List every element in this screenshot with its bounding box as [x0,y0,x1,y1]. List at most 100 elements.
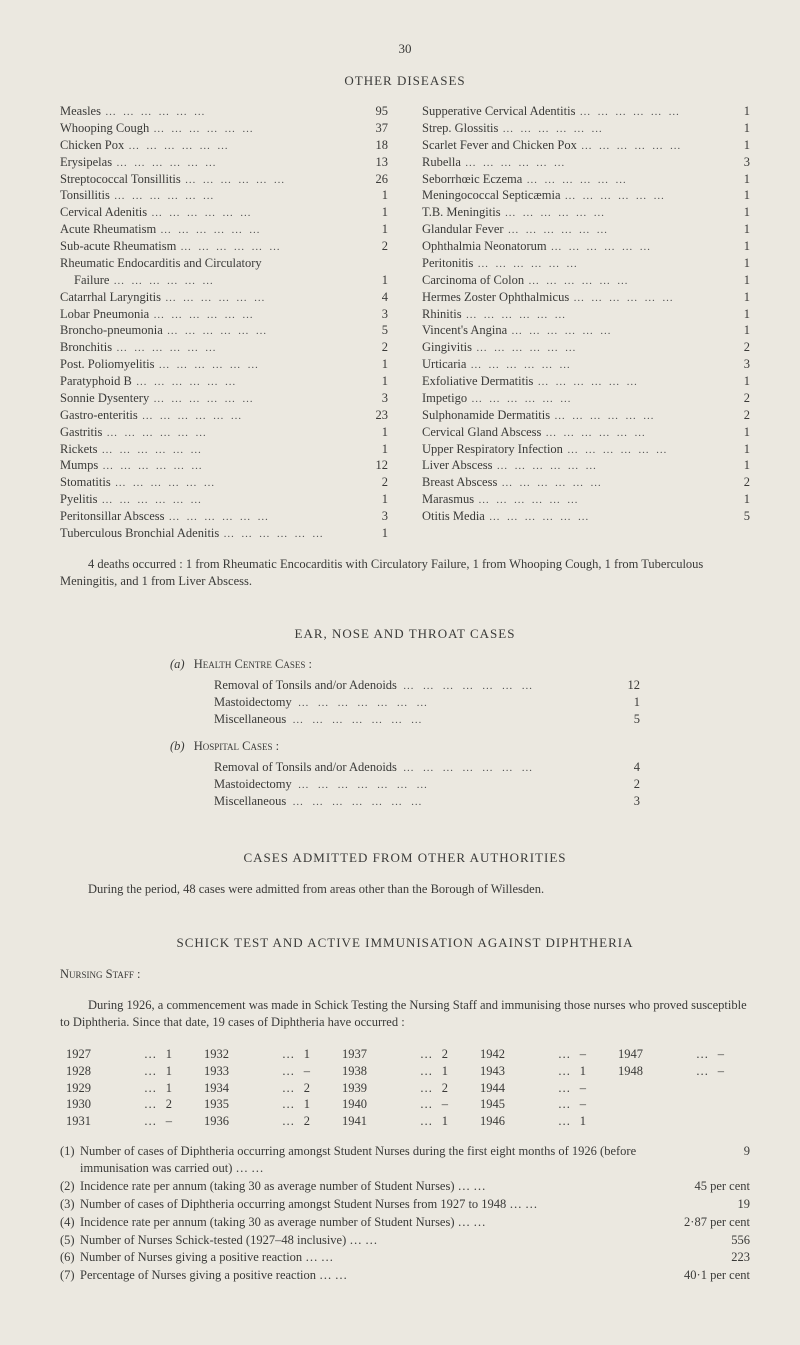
table-row: Bronchitis… … … … … …2 [60,339,388,356]
row-value: 1 [368,373,388,390]
table-row: Urticaria… … … … … …3 [422,356,750,373]
year-cell: 1943 [474,1063,527,1080]
list-text: Number of Nurses giving a positive react… [80,1249,660,1266]
leader-dots: … … … … … … [98,443,369,458]
year-cell: 1947 [612,1046,665,1063]
row-value: 2 [730,474,750,491]
year-cell: 1928 [60,1063,113,1080]
leader-dots: … … … … … … [112,156,368,171]
value-cell: … 1 [113,1046,198,1063]
row-label: Failure [74,272,109,289]
row-value: 26 [368,171,388,188]
leader-dots: … … … … … … … [286,795,622,810]
table-row: Supperative Cervical Adentitis… … … … … … [422,103,750,120]
table-row: Peritonitis… … … … … …1 [422,255,750,272]
table-row: Removal of Tonsils and/or Adenoids… … … … [214,759,750,776]
other-diseases-title: OTHER DISEASES [60,72,750,90]
table-row: Chicken Pox… … … … … …18 [60,137,388,154]
row-value: 2 [368,339,388,356]
row-label: Mumps [60,457,98,474]
year-cell: 1944 [474,1080,527,1097]
leader-dots: … … … … … … … [397,679,622,694]
row-label: Rhinitis [422,306,462,323]
row-value: 1 [730,171,750,188]
table-row: Rickets… … … … … …1 [60,441,388,458]
value-cell: … – [527,1096,612,1113]
year-cell: 1937 [336,1046,389,1063]
leader-dots: … … … … … … [98,459,368,474]
value-cell: … 1 [389,1063,474,1080]
leader-dots: … … … … … … [472,341,730,356]
value-cell: … 1 [389,1113,474,1130]
row-label: Ophthalmia Neonatorum [422,238,547,255]
value-cell: … 1 [251,1046,336,1063]
table-row: Marasmus… … … … … …1 [422,491,750,508]
year-cell: 1929 [60,1080,113,1097]
list-number: (5) [60,1232,80,1249]
schick-title: SCHICK TEST AND ACTIVE IMMUNISATION AGAI… [60,934,750,952]
row-label: Bronchitis [60,339,112,356]
value-cell: … 1 [527,1063,612,1080]
value-cell [665,1096,751,1113]
value-cell: … 1 [251,1096,336,1113]
table-row: Gingivitis… … … … … …2 [422,339,750,356]
other-diseases-footnote: 4 deaths occurred : 1 from Rheumatic Enc… [60,556,750,591]
row-label: Urticaria [422,356,466,373]
table-row: Impetigo… … … … … …2 [422,390,750,407]
row-label: Meningococcal Septicæmia [422,187,561,204]
row-label: Broncho-pneumonia [60,322,163,339]
leader-dots: … … … … … … [110,189,368,204]
row-value: 2 [730,407,750,424]
list-number: (3) [60,1196,80,1213]
row-value: 4 [368,289,388,306]
cases-admitted-title: CASES ADMITTED FROM OTHER AUTHORITIES [60,849,750,867]
row-value: 23 [368,407,388,424]
value-cell: … – [113,1113,198,1130]
leader-dots: … … … … … … [504,223,730,238]
table-row: Streptococcal Tonsillitis… … … … … …26 [60,171,388,188]
row-label: Scarlet Fever and Chicken Pox [422,137,577,154]
row-value: 1 [730,289,750,306]
value-cell: … 1 [113,1063,198,1080]
year-cell: 1942 [474,1046,527,1063]
row-label: Whooping Cough [60,120,149,137]
row-value: 1 [368,221,388,238]
table-row: T.B. Meningitis… … … … … …1 [422,204,750,221]
other-diseases-table: Measles… … … … … …95Whooping Cough… … … … [60,103,750,542]
value-cell: … – [251,1063,336,1080]
leader-dots: … … … … … … [473,257,730,272]
row-value: 1 [730,441,750,458]
leader-dots: … … … … … … [541,426,730,441]
row-label: Marasmus [422,491,474,508]
row-value: 1 [730,457,750,474]
table-row: Lobar Pneumonia… … … … … …3 [60,306,388,323]
row-value: 3 [368,390,388,407]
leader-dots: … … … … … … [181,173,368,188]
leader-dots: … … … … … … [467,392,730,407]
row-label: T.B. Meningitis [422,204,501,221]
table-row: Upper Respiratory Infection… … … … … …1 [422,441,750,458]
row-value: 1 [730,322,750,339]
row-label: Sulphonamide Dermatitis [422,407,550,424]
row-value: 1 [368,272,388,289]
table-row: Peritonsillar Abscess… … … … … …3 [60,508,388,525]
row-label: Breast Abscess [422,474,497,491]
row-value: 1 [730,373,750,390]
leader-dots: … … … … … … [569,291,730,306]
leader-dots: … … … … … … [462,308,730,323]
leader-dots: … … … … … … … [292,696,622,711]
table-row: Failure… … … … … …1 [60,272,388,289]
leader-dots: … … … … … … [492,459,730,474]
table-row: Gastro-enteritis… … … … … …23 [60,407,388,424]
row-label: Upper Respiratory Infection [422,441,563,458]
leader-dots: … … … … … … [132,375,368,390]
row-label: Mastoidectomy [214,776,292,793]
row-value: 1 [730,238,750,255]
ent-block: (a) Health Centre Cases : Removal of Ton… [170,656,750,809]
row-label: Miscellaneous [214,711,286,728]
table-row: Meningococcal Septicæmia… … … … … …1 [422,187,750,204]
table-row: Miscellaneous… … … … … … …5 [214,711,750,728]
list-value: 556 [660,1232,750,1249]
row-value: 2 [622,776,640,793]
table-row: Liver Abscess… … … … … …1 [422,457,750,474]
